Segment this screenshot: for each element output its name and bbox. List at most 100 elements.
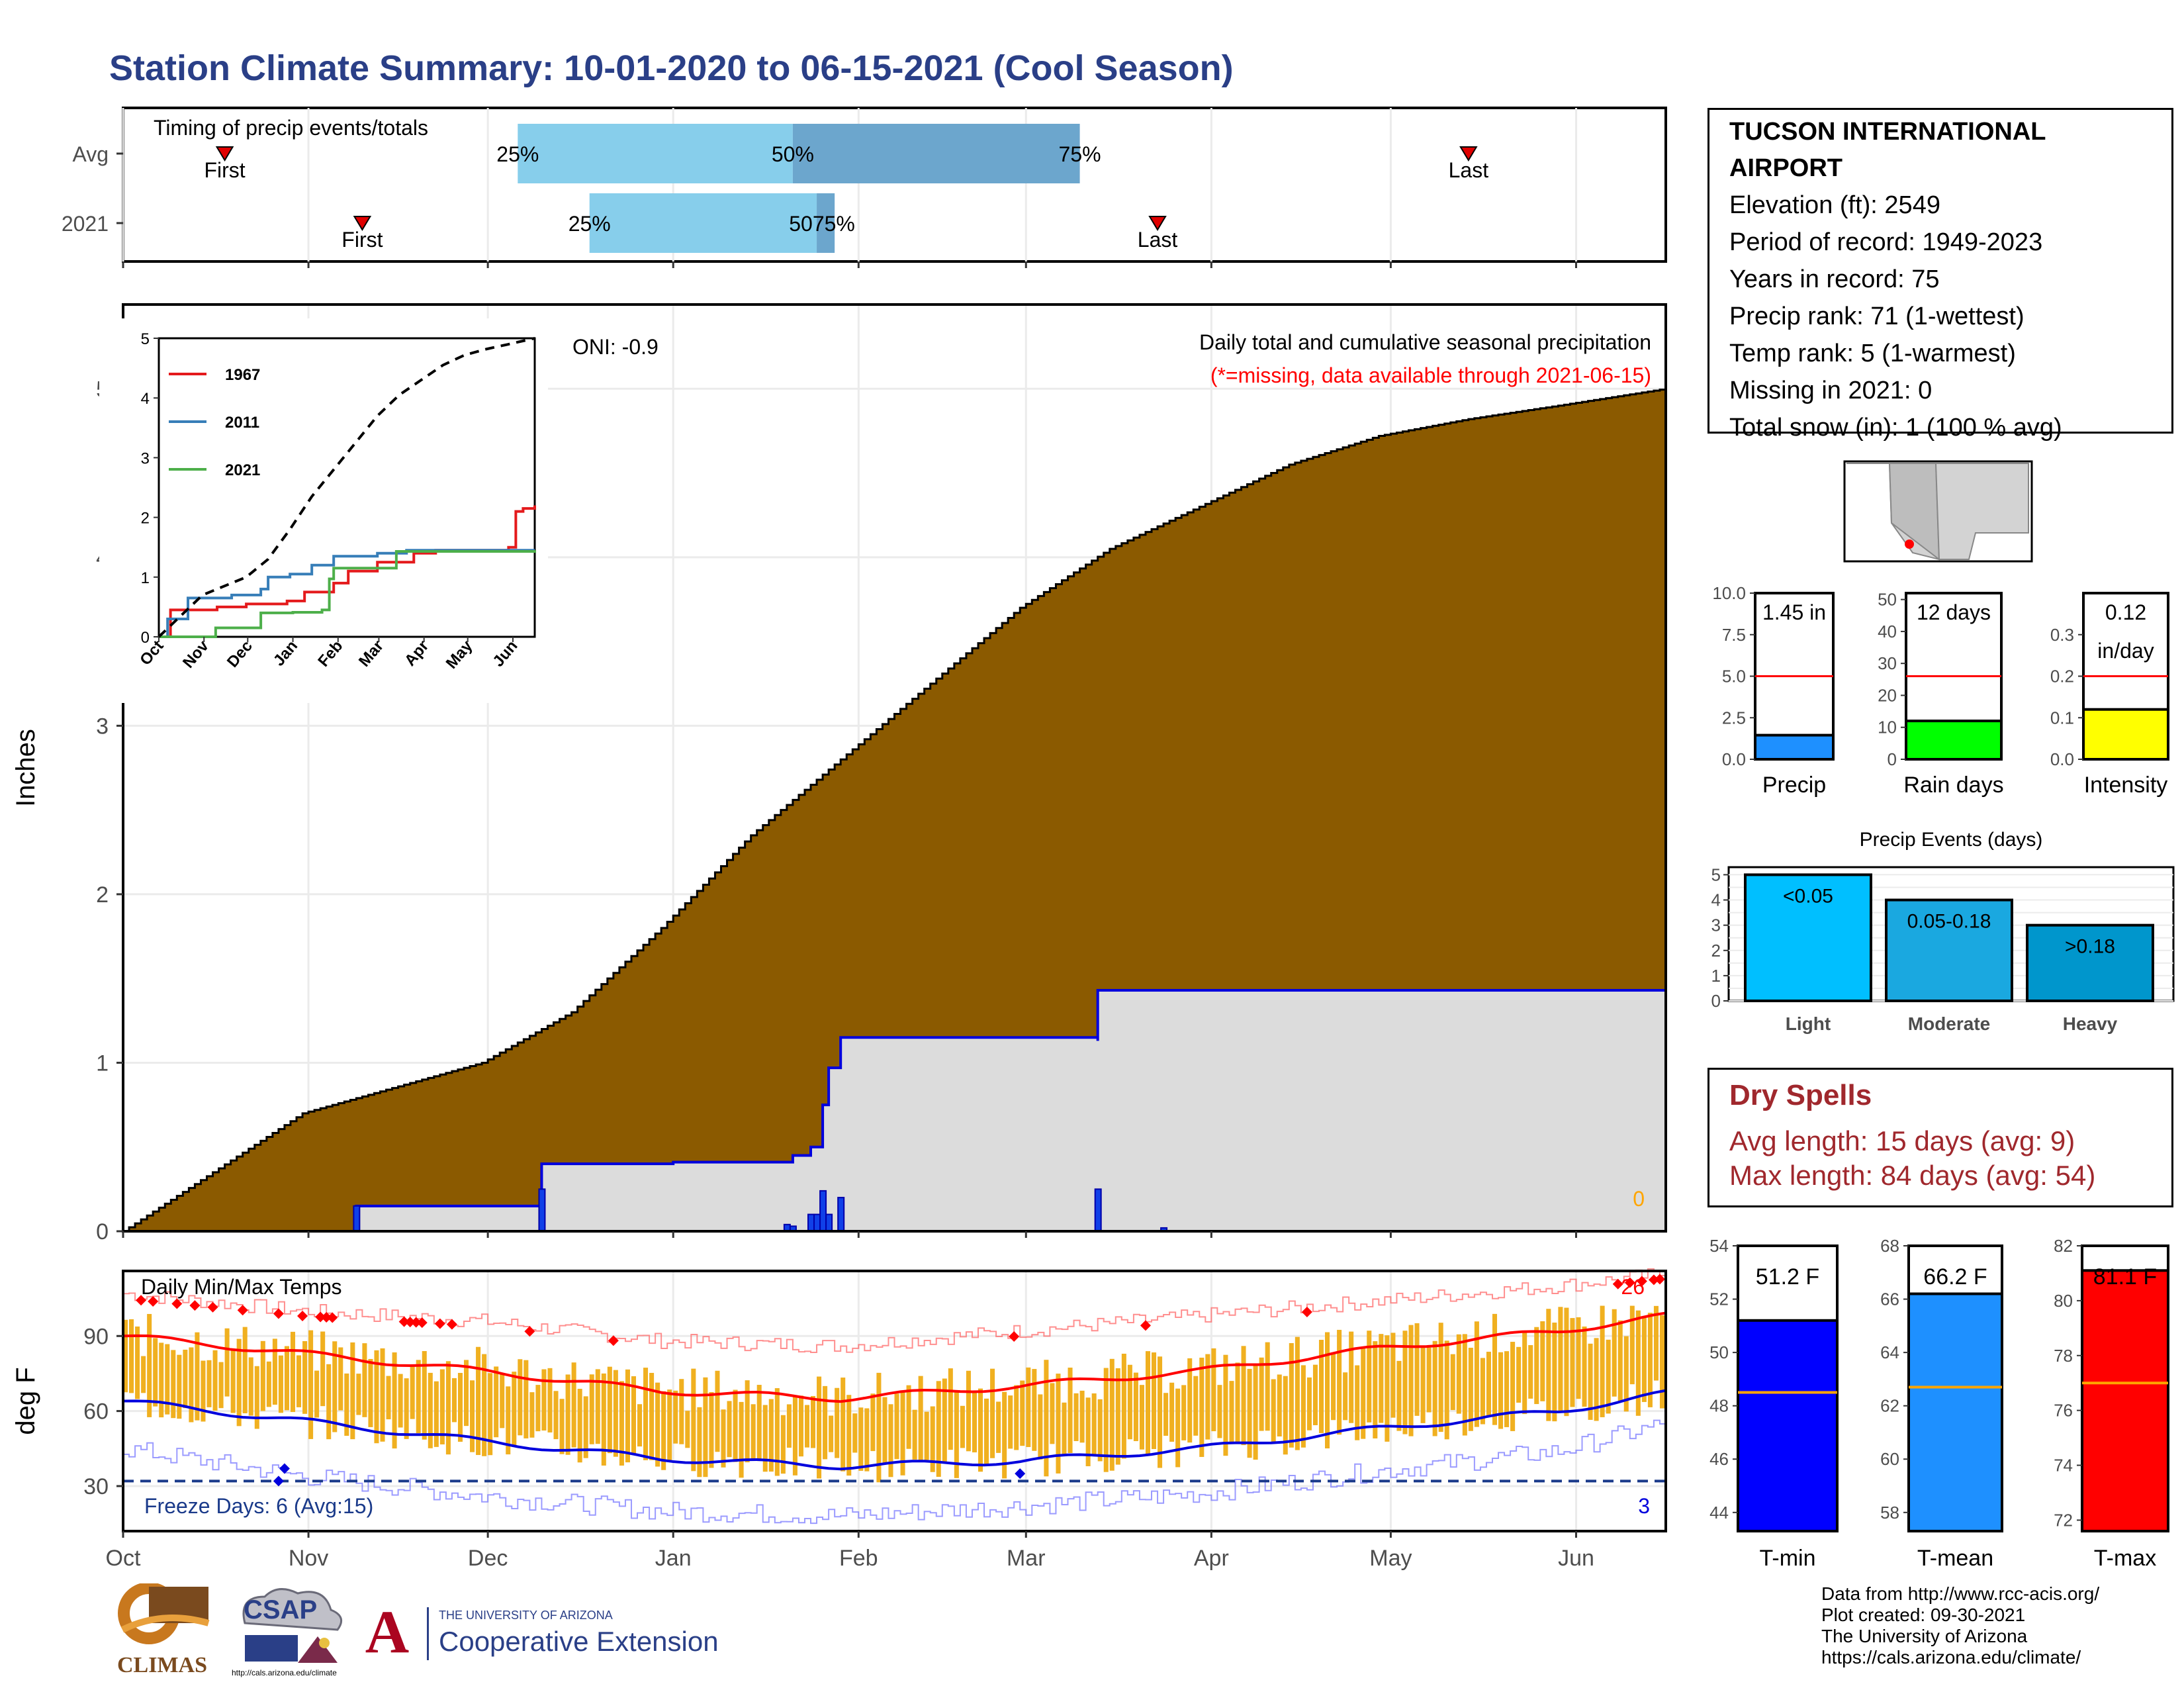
daily-temp-bar: [1073, 1393, 1079, 1442]
daily-temp-bar: [451, 1378, 457, 1423]
precip-events-bar-label: 0.05-0.18: [1907, 911, 1991, 933]
daily-temp-bar: [326, 1364, 332, 1440]
record-high-marker: [1654, 1274, 1665, 1285]
missing-count: 0: [1633, 1187, 1645, 1211]
daily-temp-bar: [864, 1408, 870, 1472]
daily-temp-bar: [1510, 1342, 1516, 1431]
daily-temp-bar: [165, 1344, 170, 1415]
record-high-marker: [237, 1305, 248, 1316]
dry-spells-box: Dry Spells Avg length: 15 days (avg: 9) …: [1707, 1068, 2173, 1207]
daily-temp-bar: [679, 1379, 684, 1444]
daily-temp-bar: [613, 1370, 618, 1457]
daily-temp-bar: [1546, 1309, 1551, 1421]
daily-temp-bar: [1175, 1388, 1181, 1468]
daily-temp-bar: [242, 1327, 248, 1414]
record-high-marker: [416, 1317, 428, 1329]
daily-temp-bar: [392, 1352, 397, 1449]
daily-temp-bar: [422, 1351, 427, 1440]
station-period: Period of record: 1949-2023: [1729, 228, 2043, 256]
credits-url: https://cals.arizona.edu/climate/: [1821, 1647, 2081, 1667]
daily-temp-bar: [1152, 1352, 1157, 1450]
month-label: Jan: [655, 1546, 692, 1571]
precip-y-axis-label: Inches: [11, 729, 40, 807]
precip-events-bar: [1885, 898, 2013, 1002]
precip-events-bar-label: <0.05: [1783, 885, 1833, 907]
daily-temp-bar: [1576, 1317, 1581, 1399]
daily-temp-bar: [1079, 1390, 1085, 1443]
timing-label-25: 25%: [569, 212, 611, 236]
month-label: Jun: [1558, 1546, 1594, 1571]
daily-temp-bar: [1623, 1336, 1629, 1412]
daily-temp-bar: [123, 1319, 128, 1393]
raindays_gauge-tick-label: 50: [1878, 590, 1897, 610]
daily-temp-bar: [852, 1413, 858, 1453]
daily-precip-bar: [538, 1188, 546, 1233]
dry-spells-max: Max length: 84 days (avg: 54): [1729, 1160, 2096, 1191]
station-info-box: TUCSON INTERNATIONAL AIRPORT Elevation (…: [1707, 108, 2173, 442]
daily-temp-bar: [1582, 1326, 1587, 1407]
station-elevation: Elevation (ft): 2549: [1729, 191, 1940, 219]
daily-temp-bar: [918, 1376, 923, 1461]
daily-temp-bar: [727, 1401, 732, 1458]
precip_gauge-category-label: Precip: [1762, 773, 1826, 798]
daily-temp-bar: [1271, 1379, 1276, 1442]
precip_gauge-tick-label: 5.0: [1722, 667, 1746, 686]
daily-temp-bar: [1115, 1368, 1120, 1465]
daily-temp-bar: [637, 1404, 643, 1447]
daily-temp-bar: [1367, 1331, 1372, 1423]
page-title: Station Climate Summary: 10-01-2020 to 0…: [109, 48, 1234, 88]
daily-temp-bar: [631, 1376, 636, 1455]
intensity_gauge-tick-label: 0.0: [2050, 749, 2074, 769]
daily-temp-bar: [547, 1368, 553, 1432]
raindays_gauge-category-label: Rain days: [1903, 773, 2003, 798]
daily-temp-bar: [1450, 1354, 1455, 1411]
daily-temp-bar: [236, 1338, 242, 1427]
daily-temp-bar: [1277, 1374, 1282, 1437]
daily-temp-bar: [625, 1369, 630, 1463]
intensity_gauge-category-label: Intensity: [2084, 773, 2168, 798]
daily-temp-bar: [1103, 1368, 1109, 1472]
daily-temp-bar: [649, 1372, 655, 1460]
month-label: Dec: [468, 1546, 508, 1571]
daily-temp-bar: [841, 1378, 846, 1472]
record-high-marker: [297, 1311, 308, 1322]
daily-temp-bar: [619, 1381, 624, 1466]
daily-temp-bar: [1361, 1348, 1366, 1439]
daily-temp-bar: [494, 1366, 499, 1438]
credits: Data from http://www.rcc-acis.org/ Plot …: [1821, 1583, 2099, 1668]
timing-label-first: First: [204, 158, 245, 182]
daily-temp-bar: [774, 1388, 780, 1476]
daily-temp-bar: [751, 1404, 756, 1461]
daily-temp-bar: [870, 1393, 876, 1452]
temps-y-tick-label: 30: [83, 1474, 109, 1499]
daily-temp-bar: [320, 1331, 326, 1407]
daily-temp-bar: [1163, 1393, 1169, 1436]
daily-temp-bar: [1265, 1342, 1270, 1431]
tmin_gauge-tick-label: 52: [1709, 1289, 1729, 1309]
record-high-marker: [189, 1300, 201, 1311]
daily-temp-bar: [1259, 1357, 1264, 1431]
daily-temp-bar: [571, 1362, 576, 1448]
month-label: Apr: [1194, 1546, 1229, 1571]
temps-y-tick-label: 60: [83, 1399, 109, 1425]
daily-temp-bar: [1312, 1364, 1318, 1425]
credits-data-source: Data from http://www.rcc-acis.org/: [1821, 1583, 2100, 1604]
daily-temp-bar: [1014, 1385, 1019, 1450]
tmax_gauge-tick-label: 76: [2054, 1401, 2073, 1421]
daily-temp-bar: [332, 1341, 338, 1432]
station-location-dot: [1905, 539, 1914, 549]
daily-temp-bar: [1408, 1325, 1414, 1436]
ua-small-text: THE UNIVERSITY OF ARIZONA: [439, 1609, 613, 1622]
record-high-marker: [398, 1316, 410, 1327]
inset-avg-line: [158, 337, 535, 638]
daily-temp-bar: [661, 1391, 666, 1470]
credits-plot-created: Plot created: 09-30-2021: [1821, 1605, 2026, 1625]
daily-temp-bar: [195, 1332, 200, 1421]
record-high-marker: [410, 1317, 422, 1328]
daily-temp-bar: [1600, 1305, 1605, 1417]
daily-temp-bar: [368, 1358, 373, 1427]
daily-temp-bar: [1032, 1369, 1037, 1451]
daily-temp-bar: [1193, 1376, 1199, 1436]
daily-temp-bar: [1247, 1368, 1252, 1458]
daily-temp-bar: [398, 1374, 403, 1428]
